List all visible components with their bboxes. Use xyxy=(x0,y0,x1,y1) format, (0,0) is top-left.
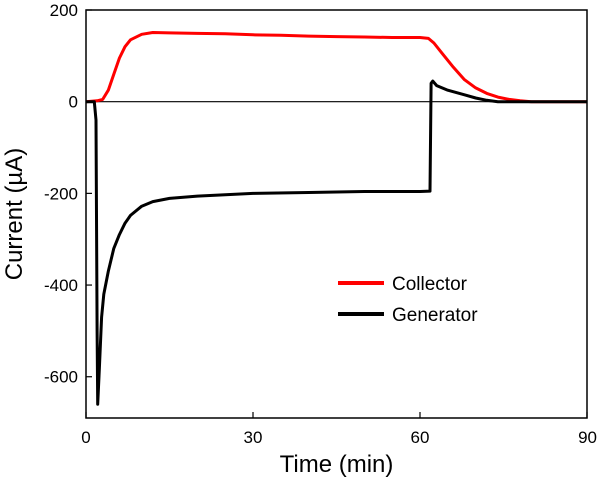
x-axis-label: Time (min) xyxy=(280,451,394,478)
y-tick-label: 200 xyxy=(50,1,78,20)
legend-label-generator: Generator xyxy=(392,305,478,326)
y-tick-label: -200 xyxy=(44,184,78,203)
y-axis-ticks: 200 0 -200 -400 -600 xyxy=(44,1,92,387)
x-tick-label: 90 xyxy=(578,428,597,447)
legend: Collector Generator xyxy=(338,274,478,326)
x-tick-label: 60 xyxy=(411,428,430,447)
legend-label-collector: Collector xyxy=(392,274,468,295)
x-tick-label: 0 xyxy=(81,428,90,447)
y-axis-label: Current (µA) xyxy=(1,148,28,281)
y-tick-label: 0 xyxy=(69,93,78,112)
x-tick-label: 30 xyxy=(244,428,263,447)
series-line-collector xyxy=(85,31,587,104)
y-tick-label: -600 xyxy=(44,368,78,387)
y-tick-label: -400 xyxy=(44,276,78,295)
plot-frame xyxy=(85,9,588,419)
series-line-generator xyxy=(86,79,587,406)
series-layer xyxy=(85,31,587,406)
